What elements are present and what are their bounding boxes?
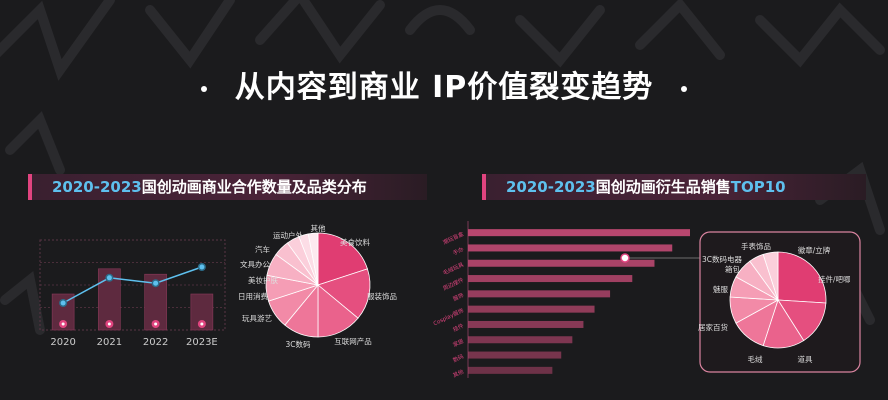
left-pie-label: 运动户外 — [273, 230, 303, 240]
page-title: 从内容到商业 IP价值裂变趋势 — [0, 62, 888, 106]
left-chart-x-tick: 2023E — [186, 337, 218, 348]
left-pie-label: 日用消费 — [238, 291, 268, 301]
right-pie-slice — [777, 251, 827, 304]
right-bar — [468, 290, 611, 298]
right-pie-label: 毛绒 — [748, 354, 763, 364]
right-bar-label: 挂件 — [451, 321, 465, 333]
left-pie-label: 3C数码 — [285, 339, 311, 349]
left-chart-line — [62, 266, 203, 304]
right-pie-label: 挂件/吧唧 — [818, 274, 851, 284]
right-bar — [468, 244, 673, 252]
left-pie-slice — [317, 232, 368, 286]
left-pie-label: 汽车 — [255, 244, 270, 254]
left-chart-bar-marker-center — [200, 322, 204, 326]
page-title-text: 从内容到商业 IP价值裂变趋势 — [234, 70, 654, 105]
left-chart-bar — [190, 293, 214, 331]
title-dot-left — [200, 85, 207, 92]
right-section-header: 2020-2023国创动画衍生品销售TOP10 — [482, 174, 866, 200]
right-header-highlight: TOP10 — [730, 178, 786, 196]
right-pie-label: 手表饰品 — [741, 241, 771, 251]
right-pie-label: 魅服 — [713, 284, 728, 294]
right-bar-label: 其他 — [451, 367, 465, 379]
left-pie-label: 玩具游艺 — [242, 313, 272, 323]
left-pie-slice — [317, 268, 371, 319]
left-chart-x-tick: 2020 — [50, 337, 75, 348]
left-pie-label: 美食饮料 — [340, 237, 370, 247]
right-bar-label: 手办 — [451, 245, 465, 257]
right-pie-label: 箱包 — [725, 264, 740, 274]
left-chart-bar-marker-center — [107, 322, 111, 326]
right-connector-dot — [620, 253, 630, 263]
left-chart-bar-marker-center — [154, 322, 158, 326]
right-bar — [468, 320, 584, 328]
right-bar — [468, 275, 633, 283]
left-chart-line-point — [199, 264, 205, 270]
left-chart-bar — [98, 268, 121, 331]
right-header-text: 国创动画衍生品销售 — [595, 178, 731, 196]
left-chart-bar-marker-center — [61, 322, 65, 326]
left-chart-x-tick: 2021 — [97, 337, 122, 348]
right-bar — [468, 305, 595, 313]
left-header-accent-bar — [28, 174, 32, 200]
left-chart-bar — [51, 293, 75, 331]
left-chart-line-point — [153, 280, 159, 286]
left-pie-slice — [307, 232, 319, 286]
right-bar — [468, 351, 562, 359]
left-chart-x-tick: 2022 — [143, 337, 168, 348]
left-pie-label: 美妆护肤 — [248, 275, 278, 285]
right-bar — [468, 366, 553, 374]
left-chart-bar — [144, 273, 167, 331]
right-pie-label: 道具 — [798, 354, 813, 364]
left-chart-line-point — [60, 300, 66, 306]
title-dot-right — [681, 85, 688, 92]
left-section-header: 2020-2023国创动画商业合作数量及品类分布 — [28, 174, 427, 200]
right-bar-label: 数码 — [451, 352, 465, 364]
right-bar — [468, 336, 573, 344]
right-bar-label: 家居 — [451, 337, 465, 349]
right-bar-label: 服饰 — [451, 291, 465, 303]
left-pie-label: 互联网产品 — [334, 336, 372, 346]
right-pie-label: 徽章/立牌 — [798, 245, 831, 255]
right-bar-label: 毛绒玩具 — [442, 260, 466, 277]
left-header-text: 国创动画商业合作数量及品类分布 — [141, 178, 367, 196]
right-bar-label: 潮玩盲盒 — [442, 230, 466, 247]
right-pie-label: 居家百货 — [698, 322, 728, 332]
left-header-year: 2020-2023 — [52, 178, 142, 196]
right-header-year: 2020-2023 — [506, 178, 596, 196]
right-bar — [468, 259, 655, 267]
right-bar-label: 周边摆件 — [442, 275, 466, 292]
right-header-accent-bar — [482, 174, 486, 200]
left-pie-label: 其他 — [311, 223, 326, 233]
left-pie-label: 文具办公 — [240, 259, 270, 269]
left-chart-line-point — [106, 275, 112, 281]
left-pie-label: 服装饰品 — [367, 291, 397, 301]
right-pie-slice — [762, 251, 779, 301]
right-pie-label: 3C数码电器 — [702, 254, 743, 264]
right-bar — [468, 229, 690, 237]
